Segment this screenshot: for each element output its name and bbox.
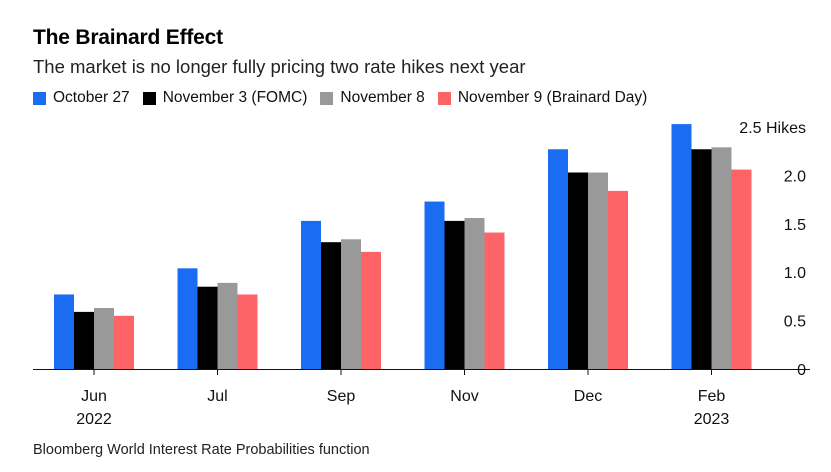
y-tick-label: 1.5 bbox=[784, 217, 806, 234]
bar bbox=[177, 268, 198, 369]
chart-title: The Brainard Effect bbox=[33, 26, 223, 49]
bar bbox=[691, 149, 712, 369]
y-tick-label: 0.5 bbox=[784, 314, 806, 331]
bar bbox=[711, 147, 732, 369]
legend-item: October 27 bbox=[33, 89, 130, 107]
bar bbox=[568, 172, 588, 369]
legend-item: November 8 bbox=[320, 89, 425, 107]
legend-item: November 9 (Brainard Day) bbox=[437, 89, 648, 107]
bar-chart: 0 0.5 1.0 1.5 2.0 2.5 Hikes Jun 2022 Jul Sep Nov De… bbox=[33, 120, 810, 428]
legend-item: November 3 (FOMC) bbox=[142, 89, 308, 107]
bar bbox=[424, 201, 445, 369]
bar bbox=[74, 311, 94, 369]
x-tick-label: Sep bbox=[327, 388, 356, 405]
chart-subtitle: The market is no longer fully pricing tw… bbox=[33, 56, 526, 77]
legend-label: November 9 (Brainard Day) bbox=[457, 89, 648, 106]
bar bbox=[444, 220, 465, 369]
legend: October 27 November 3 (FOMC) November 8 Nov… bbox=[33, 89, 660, 107]
legend-label: October 27 bbox=[53, 89, 130, 106]
bar bbox=[608, 190, 628, 369]
y-tick-label: 0 bbox=[797, 362, 806, 379]
x-tick-label: Jun bbox=[81, 388, 107, 405]
bar bbox=[671, 124, 692, 369]
legend-swatch bbox=[437, 91, 451, 105]
bar bbox=[321, 242, 341, 369]
bar bbox=[237, 294, 258, 369]
bar bbox=[361, 251, 381, 369]
legend-swatch bbox=[142, 91, 156, 105]
bar bbox=[197, 286, 218, 369]
bar bbox=[464, 217, 485, 369]
legend-swatch bbox=[320, 91, 334, 105]
source-note: Bloomberg World Interest Rate Probabilit… bbox=[33, 442, 370, 458]
bar bbox=[341, 239, 361, 369]
bar bbox=[94, 308, 114, 369]
bar bbox=[301, 220, 321, 369]
bar bbox=[548, 149, 568, 369]
x-tick-year-label: 2023 bbox=[694, 411, 730, 428]
x-tick-label: Nov bbox=[450, 388, 478, 405]
y-tick-label: 2.0 bbox=[784, 168, 806, 185]
x-tick-label: Jul bbox=[207, 388, 227, 405]
bar bbox=[54, 294, 74, 369]
y-tick-label: 2.5 Hikes bbox=[739, 120, 806, 137]
bar bbox=[731, 169, 752, 369]
legend-label: November 8 bbox=[340, 89, 425, 106]
x-tick-label: Feb bbox=[698, 388, 726, 405]
x-tick-year-label: 2022 bbox=[76, 411, 112, 428]
y-tick-label: 1.0 bbox=[784, 265, 806, 282]
legend-swatch bbox=[33, 91, 46, 105]
bar bbox=[484, 232, 505, 369]
bar bbox=[588, 172, 608, 369]
legend-label: November 3 (FOMC) bbox=[162, 89, 308, 106]
bar bbox=[114, 315, 134, 369]
x-tick-label: Dec bbox=[574, 388, 602, 405]
bar bbox=[217, 282, 238, 369]
